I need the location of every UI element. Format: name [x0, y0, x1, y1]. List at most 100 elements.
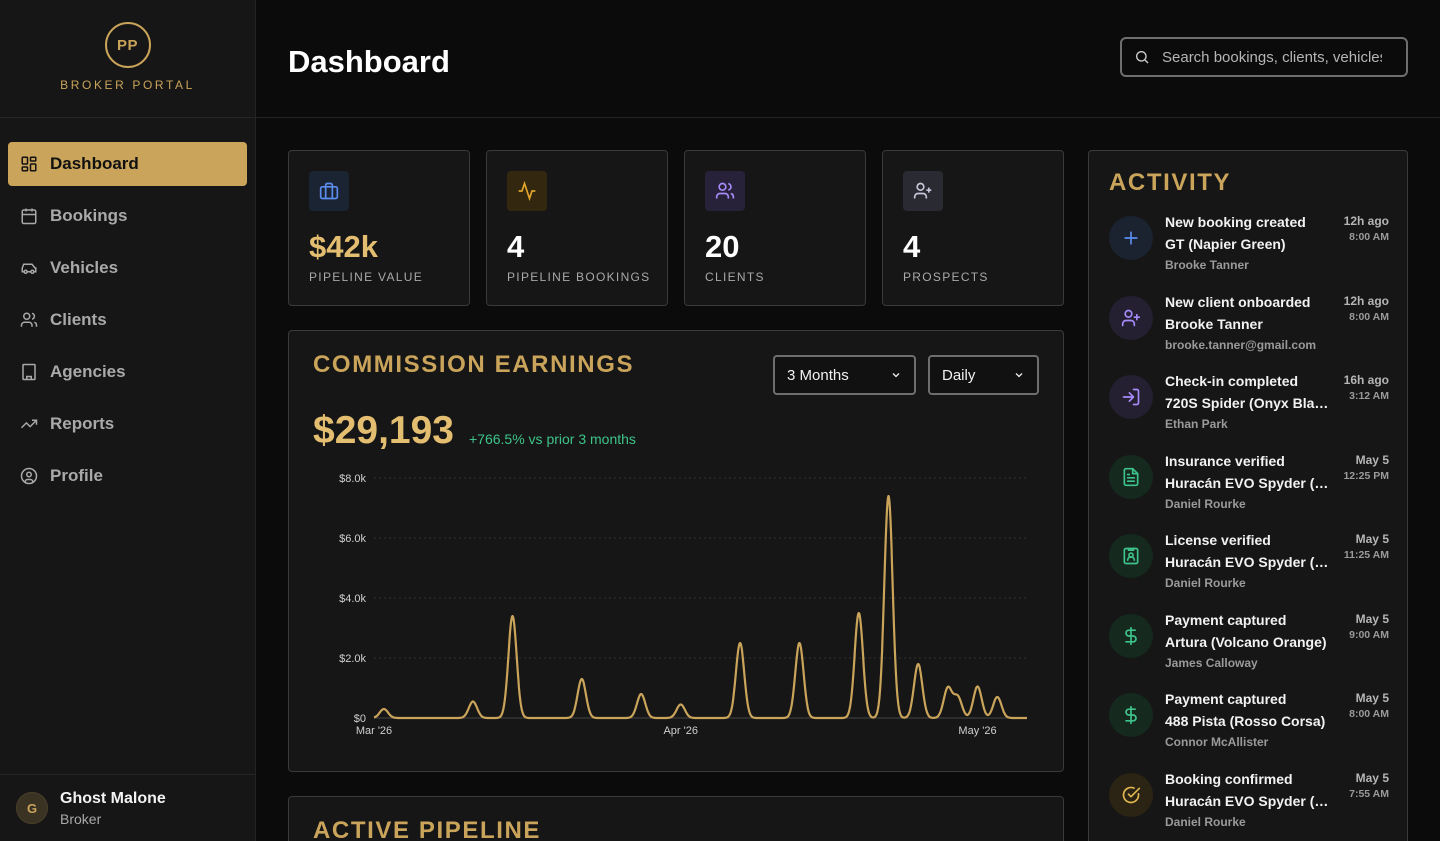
series-line — [373, 494, 1028, 720]
activity-subject: Brooke Tanner — [1165, 316, 1263, 332]
activity-item[interactable]: License verified Huracán EVO Spyder (Blu … — [1109, 532, 1389, 604]
commission-panel: COMMISSION EARNINGS 3 Months Daily $29,1… — [288, 330, 1064, 772]
sidebar-item-reports[interactable]: Reports — [8, 402, 247, 446]
activity-ago: May 5 — [1355, 532, 1389, 546]
user-circle-icon — [20, 467, 38, 485]
y-tick-label: $2.0k — [339, 653, 366, 665]
sidebar-item-vehicles[interactable]: Vehicles — [8, 246, 247, 290]
activity-item[interactable]: Payment captured Artura (Volcano Orange) J… — [1109, 612, 1389, 684]
range-select[interactable]: 3 Months — [773, 355, 916, 395]
calendar-icon — [20, 207, 38, 225]
activity-panel: ACTIVITY New booking created GT (Napier G… — [1088, 150, 1408, 841]
brand-subtitle: BROKER PORTAL — [60, 78, 195, 92]
log-in-icon — [1109, 375, 1153, 419]
activity-item[interactable]: Booking confirmed Huracán EVO Spyder (Blu… — [1109, 771, 1389, 841]
sidebar-item-clients[interactable]: Clients — [8, 298, 247, 342]
activity-ago: May 5 — [1355, 612, 1389, 626]
activity-subject: 720S Spider (Onyx Black) — [1165, 395, 1333, 411]
sidebar-item-label: Bookings — [50, 206, 128, 225]
stat-value: 20 — [705, 229, 740, 264]
activity-title-text: Check-in completed — [1165, 373, 1299, 389]
panel-title: COMMISSION EARNINGS — [313, 351, 635, 378]
activity-time: 8:00 AM — [1349, 708, 1389, 720]
user-plus-icon — [1109, 296, 1153, 340]
trending-up-icon — [20, 415, 38, 433]
activity-title-text: License verified — [1165, 532, 1271, 548]
search-input[interactable] — [1162, 48, 1382, 66]
activity-subject: GT (Napier Green) — [1165, 236, 1286, 252]
activity-title-text: Payment captured — [1165, 691, 1287, 707]
sidebar-item-dashboard[interactable]: Dashboard — [8, 142, 247, 186]
search-icon — [1136, 51, 1149, 64]
activity-ago: 16h ago — [1343, 373, 1389, 387]
y-tick-label: $0 — [354, 713, 366, 725]
search-box[interactable] — [1120, 37, 1408, 77]
activity-meta: Brooke Tanner — [1165, 258, 1249, 272]
activity-item[interactable]: New booking created GT (Napier Green) Broo… — [1109, 214, 1389, 286]
user-menu[interactable]: G Ghost Malone Broker — [0, 774, 255, 841]
activity-item[interactable]: New client onboarded Brooke Tanner brooke.… — [1109, 294, 1389, 366]
chevron-down-icon — [892, 373, 900, 378]
panel-title: ACTIVE PIPELINE — [313, 817, 542, 841]
header: Dashboard — [256, 0, 1440, 118]
activity-time: 7:55 AM — [1349, 788, 1389, 800]
stat-card-clients[interactable]: 20 CLIENTS — [684, 150, 866, 306]
activity-title: ACTIVITY — [1109, 169, 1232, 196]
stat-label: PIPELINE BOOKINGS — [507, 270, 651, 284]
user-meta: Ghost Malone Broker — [60, 790, 166, 827]
plus-icon — [1109, 216, 1153, 260]
chevron-down-icon — [1015, 373, 1023, 378]
activity-meta: James Calloway — [1165, 656, 1258, 670]
activity-item[interactable]: Insurance verified Huracán EVO Spyder (Bl… — [1109, 453, 1389, 525]
sidebar-item-label: Vehicles — [50, 258, 119, 277]
users-icon — [705, 171, 745, 211]
activity-title-text: Booking confirmed — [1165, 771, 1293, 787]
activity-title-text: New booking created — [1165, 214, 1306, 230]
activity-ago: 12h ago — [1343, 214, 1389, 228]
dollar-icon — [1109, 693, 1153, 737]
page-title: Dashboard — [288, 44, 450, 79]
user-role: Broker — [60, 810, 102, 827]
activity-meta: Daniel Rourke — [1165, 497, 1246, 511]
brand: PP BROKER PORTAL — [0, 0, 255, 118]
x-tick-label: Mar '26 — [356, 725, 392, 737]
activity-meta: brooke.tanner@gmail.com — [1165, 338, 1317, 352]
x-tick-label: Apr '26 — [663, 725, 698, 737]
activity-time: 9:00 AM — [1349, 629, 1389, 641]
activity-time: 12:25 PM — [1343, 470, 1389, 482]
range-select-value: 3 Months — [787, 366, 849, 384]
stat-label: PIPELINE VALUE — [309, 270, 424, 284]
activity-title-text: Payment captured — [1165, 612, 1287, 628]
activity-time: 11:25 AM — [1343, 549, 1389, 561]
stat-value: 4 — [507, 229, 525, 264]
sidebar-item-agencies[interactable]: Agencies — [8, 350, 247, 394]
interval-select[interactable]: Daily — [928, 355, 1039, 395]
sidebar-item-label: Dashboard — [50, 154, 139, 173]
stat-value: 4 — [903, 229, 921, 264]
sidebar-item-profile[interactable]: Profile — [8, 454, 247, 498]
stat-card-pipeline-value[interactable]: $42k PIPELINE VALUE — [288, 150, 470, 306]
sidebar-item-bookings[interactable]: Bookings — [8, 194, 247, 238]
dashboard-icon — [20, 155, 38, 173]
activity-ago: May 5 — [1355, 691, 1389, 705]
activity-meta: Connor McAllister — [1165, 735, 1269, 749]
activity-meta: Daniel Rourke — [1165, 815, 1246, 829]
sidebar-item-label: Clients — [50, 310, 107, 329]
activity-time: 3:12 AM — [1349, 390, 1389, 402]
commission-chart[interactable]: $0 $2.0k $4.0k $6.0k $8.0k Mar '26 Apr '26 May … — [313, 461, 1033, 741]
activity-subject: Artura (Volcano Orange) — [1165, 634, 1327, 650]
stat-card-pipeline-bookings[interactable]: 4 PIPELINE BOOKINGS — [486, 150, 668, 306]
sidebar-item-label: Profile — [50, 466, 103, 485]
stat-label: CLIENTS — [705, 270, 765, 284]
activity-item[interactable]: Check-in completed 720S Spider (Onyx Blac… — [1109, 373, 1389, 445]
activity-meta: Ethan Park — [1165, 417, 1228, 431]
car-icon — [20, 259, 38, 277]
activity-item[interactable]: Payment captured 488 Pista (Rosso Corsa) C… — [1109, 691, 1389, 763]
sidebar: PP BROKER PORTAL Dashboard Bookings Vehi… — [0, 0, 256, 841]
building-icon — [20, 363, 38, 381]
stat-card-prospects[interactable]: 4 PROSPECTS — [882, 150, 1064, 306]
dollar-icon — [1109, 614, 1153, 658]
sidebar-item-label: Reports — [50, 414, 115, 433]
brand-logo[interactable]: PP — [104, 22, 151, 68]
